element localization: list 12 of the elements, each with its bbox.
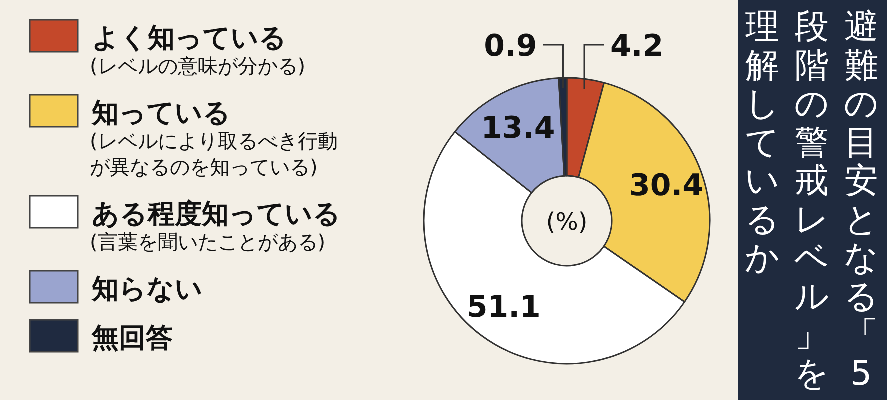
- legend-label: 知らない: [91, 274, 203, 305]
- legend-label: ある程度知っている(言葉を聞いたことがある): [90, 199, 341, 254]
- legend-label: 無回答: [91, 323, 173, 354]
- data-label: 30.4: [629, 168, 704, 204]
- data-label: 0.9: [484, 29, 538, 64]
- data-label: 51.1: [466, 290, 541, 326]
- data-label: 4.2: [610, 29, 664, 64]
- legend-label: 知っている(レベルにより取るべき行動が異なるのを知っている): [90, 98, 338, 179]
- text: (%): [546, 208, 588, 236]
- legend-label: よく知っている(レベルの意味が分かる): [90, 23, 306, 78]
- chart-title: 避難の目安となる「5段階の警戒レベル」を理解しているか: [745, 7, 879, 394]
- data-label: 13.4: [481, 110, 556, 146]
